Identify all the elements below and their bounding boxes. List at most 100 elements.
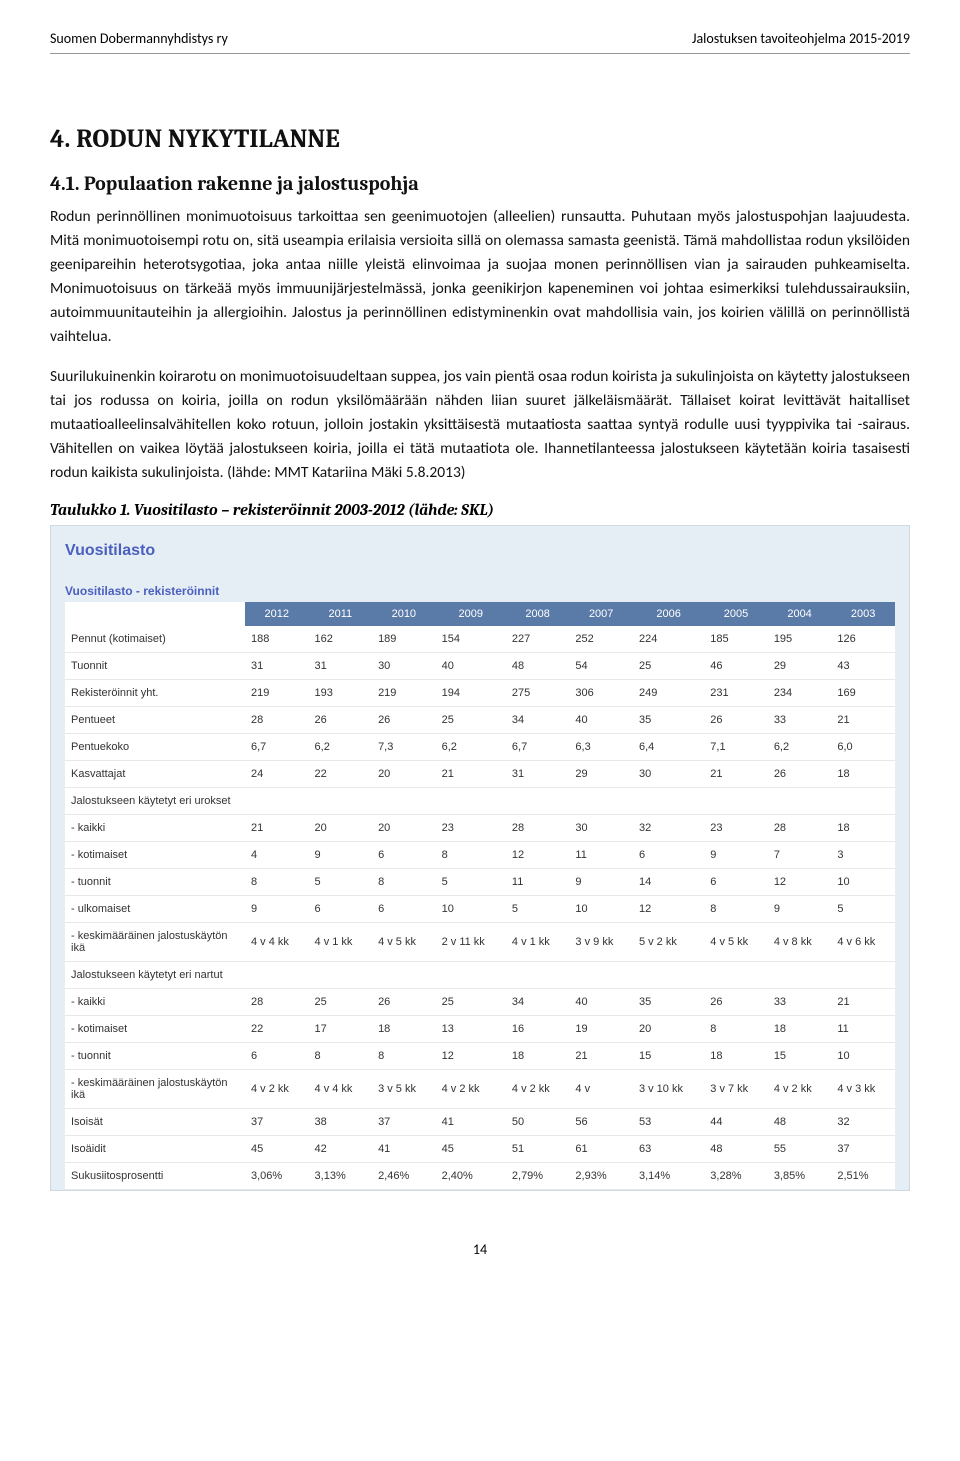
row-value: 22 [245,1016,309,1043]
table-year-header: 2006 [633,602,704,626]
row-value [372,962,436,989]
row-value: 3,85% [768,1163,832,1190]
row-value [704,788,768,815]
row-label: Sukusiitosprosentti [65,1163,245,1190]
table-row: Isoisät37383741505653444832 [65,1109,895,1136]
row-value: 231 [704,680,768,707]
row-value: 9 [245,896,309,923]
row-value [633,788,704,815]
row-value: 219 [372,680,436,707]
table-year-header: 2005 [704,602,768,626]
row-value: 234 [768,680,832,707]
page-number: 14 [50,1241,910,1258]
row-label: Pentuekoko [65,734,245,761]
row-value: 28 [506,815,570,842]
row-value: 8 [704,896,768,923]
row-value: 45 [436,1136,506,1163]
row-value: 7,1 [704,734,768,761]
heading-main: 4. RODUN NYKYTILANNE [50,124,910,154]
row-value: 41 [436,1109,506,1136]
row-value [704,962,768,989]
row-label: - kaikki [65,815,245,842]
row-value: 25 [436,989,506,1016]
table-row: - keskimääräinen jalostuskäytön ikä4 v 2… [65,1070,895,1109]
table-year-header: 2012 [245,602,309,626]
row-value: 15 [768,1043,832,1070]
heading-sub: 4.1. Populaation rakenne ja jalostuspohj… [50,172,910,195]
row-label: - ulkomaiset [65,896,245,923]
row-value: 56 [569,1109,633,1136]
row-value: 28 [245,707,309,734]
row-value: 2,46% [372,1163,436,1190]
row-value: 3,13% [309,1163,373,1190]
row-value [768,962,832,989]
row-label: - tuonnit [65,869,245,896]
table-row: Sukusiitosprosentti3,06%3,13%2,46%2,40%2… [65,1163,895,1190]
row-value: 12 [633,896,704,923]
row-value [633,962,704,989]
row-value: 35 [633,989,704,1016]
row-value: 4 v 3 kk [831,1070,895,1109]
row-value: 48 [768,1109,832,1136]
row-value: 154 [436,626,506,653]
row-value: 24 [245,761,309,788]
row-value: 37 [831,1136,895,1163]
row-value: 38 [309,1109,373,1136]
row-value: 6,4 [633,734,704,761]
row-value: 43 [831,653,895,680]
row-value: 54 [569,653,633,680]
row-value: 4 v 2 kk [245,1070,309,1109]
row-value: 63 [633,1136,704,1163]
row-value: 8 [372,1043,436,1070]
row-value: 3,28% [704,1163,768,1190]
table-row: Jalostukseen käytetyt eri nartut [65,962,895,989]
table-row: - kotimaiset496812116973 [65,842,895,869]
stats-table: 2012201120102009200820072006200520042003… [65,602,895,1190]
row-value: 15 [633,1043,704,1070]
table-row: - tuonnit85851191461210 [65,869,895,896]
table-caption: Taulukko 1. Vuositilasto – rekisteröinni… [50,501,910,519]
row-value: 20 [633,1016,704,1043]
page-header: Suomen Dobermannyhdistys ry Jalostuksen … [50,30,910,54]
row-value: 5 [506,896,570,923]
row-value: 6 [372,842,436,869]
row-label: - kotimaiset [65,1016,245,1043]
table-year-header: 2009 [436,602,506,626]
table-header-blank [65,602,245,626]
table-row: Pentueet28262625344035263321 [65,707,895,734]
row-value: 34 [506,707,570,734]
row-value: 10 [569,896,633,923]
row-value: 25 [633,653,704,680]
table-row: Kasvattajat24222021312930212618 [65,761,895,788]
row-value: 6,3 [569,734,633,761]
row-value: 5 v 2 kk [633,923,704,962]
row-value: 61 [569,1136,633,1163]
row-value: 12 [768,869,832,896]
row-value: 11 [831,1016,895,1043]
row-label: - keskimääräinen jalostuskäytön ikä [65,1070,245,1109]
table-header-row: 2012201120102009200820072006200520042003 [65,602,895,626]
table-year-header: 2011 [309,602,373,626]
table-row: - tuonnit68812182115181510 [65,1043,895,1070]
table-year-header: 2003 [831,602,895,626]
row-label: - tuonnit [65,1043,245,1070]
row-value: 50 [506,1109,570,1136]
row-value: 37 [245,1109,309,1136]
row-value [831,962,895,989]
row-value: 8 [436,842,506,869]
paragraph-1: Rodun perinnöllinen monimuotoisuus tarko… [50,205,910,349]
row-value: 11 [569,842,633,869]
row-value: 40 [436,653,506,680]
row-label: Pennut (kotimaiset) [65,626,245,653]
row-value: 28 [768,815,832,842]
row-value: 30 [372,653,436,680]
table-row: Tuonnit31313040485425462943 [65,653,895,680]
row-value: 26 [704,989,768,1016]
row-value: 11 [506,869,570,896]
row-value: 3 [831,842,895,869]
table-year-header: 2004 [768,602,832,626]
row-value: 2 v 11 kk [436,923,506,962]
row-value [436,788,506,815]
header-left: Suomen Dobermannyhdistys ry [50,30,228,47]
row-value: 40 [569,989,633,1016]
